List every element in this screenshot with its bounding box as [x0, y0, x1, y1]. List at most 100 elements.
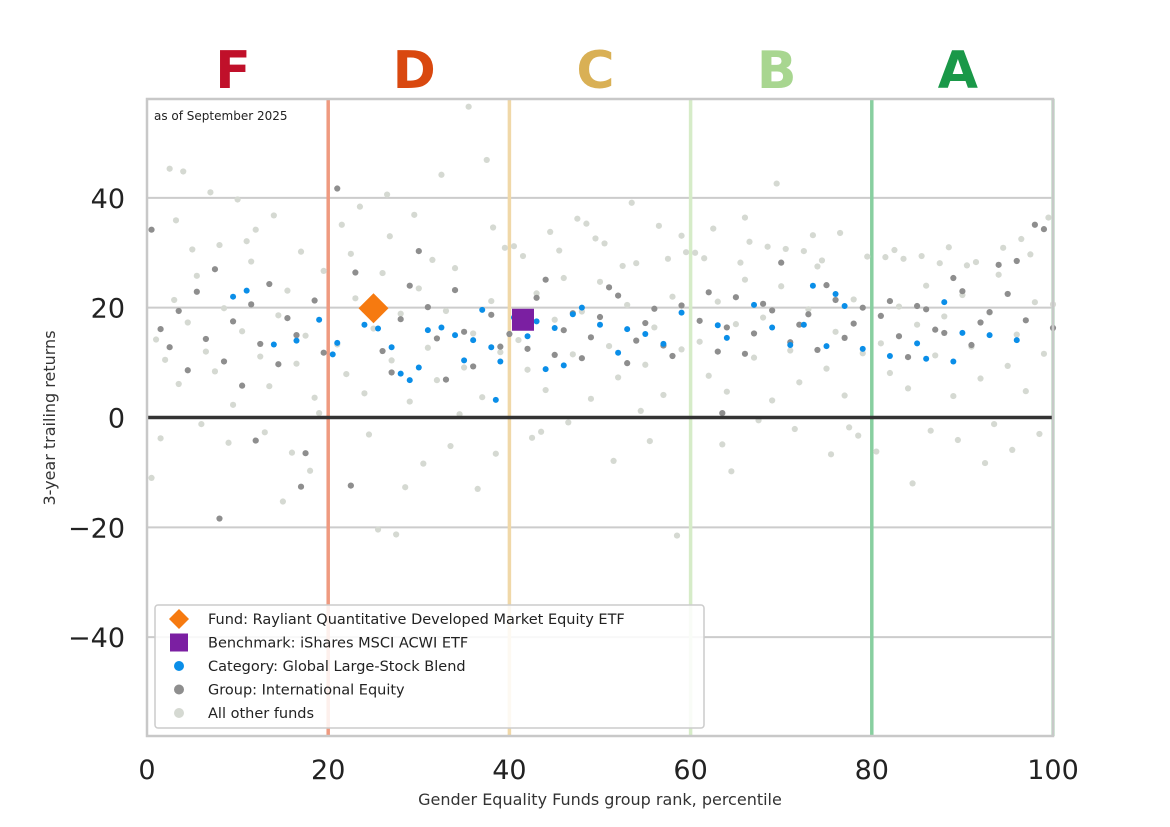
legend-label: Benchmark: iShares MSCI ACWI ETF: [208, 636, 468, 652]
data-point: [886, 297, 894, 305]
data-point: [352, 269, 359, 276]
data-point: [587, 334, 595, 341]
data-point: [995, 261, 1002, 268]
data-point: [365, 431, 373, 438]
data-point: [977, 319, 984, 326]
data-point: [660, 391, 667, 399]
data-point: [710, 225, 717, 232]
data-point: [714, 348, 721, 355]
data-point: [533, 294, 540, 301]
data-point: [429, 256, 436, 263]
data-point: [805, 306, 812, 313]
data-point: [900, 255, 907, 262]
data-point: [424, 344, 431, 351]
data-point: [977, 375, 984, 382]
data-point: [347, 250, 354, 257]
data-point: [624, 326, 631, 333]
data-point: [597, 321, 603, 328]
data-point: [420, 460, 427, 467]
data-point: [193, 272, 200, 279]
data-point: [705, 372, 712, 379]
y-axis-ticks: 40 20 0 −20 −40: [68, 184, 125, 654]
data-point: [225, 439, 232, 446]
data-point: [489, 224, 497, 231]
data-point: [800, 248, 807, 255]
data-point: [470, 363, 477, 370]
data-point: [248, 258, 255, 265]
data-point: [470, 337, 477, 344]
data-point: [184, 367, 191, 374]
data-point: [1040, 350, 1048, 357]
y-tick-label: −20: [68, 513, 125, 544]
data-point: [932, 352, 939, 359]
data-point: [266, 280, 273, 288]
data-point: [216, 515, 223, 522]
data-point: [424, 327, 431, 334]
data-point: [479, 306, 486, 313]
data-point: [297, 483, 305, 490]
data-point: [461, 357, 468, 364]
data-point: [152, 336, 160, 343]
data-point: [936, 260, 943, 267]
data-point: [615, 349, 622, 356]
data-point: [764, 243, 771, 250]
data-point: [284, 315, 291, 322]
data-point: [229, 318, 237, 325]
data-point: [719, 410, 726, 417]
data-point: [1031, 299, 1038, 306]
data-point: [374, 526, 382, 533]
x-tick-label: 0: [138, 755, 155, 786]
data-point: [202, 335, 209, 343]
data-points: [148, 103, 1057, 539]
data-point: [909, 480, 916, 487]
data-point: [438, 171, 445, 178]
y-axis-label: 3-year trailing returns: [40, 330, 59, 505]
data-point: [524, 345, 531, 352]
data-point: [574, 215, 581, 222]
data-point: [451, 287, 459, 294]
data-point: [515, 336, 522, 344]
data-point: [823, 365, 830, 372]
data-point: [796, 379, 803, 386]
data-point: [696, 338, 703, 345]
data-point: [157, 435, 164, 442]
data-point: [787, 347, 794, 354]
data-point: [660, 340, 667, 347]
data-point: [302, 332, 309, 339]
data-point: [560, 327, 567, 334]
data-point: [474, 485, 481, 492]
data-point: [972, 258, 980, 266]
data-point: [334, 185, 341, 192]
data-point: [773, 180, 780, 187]
data-point: [692, 249, 699, 256]
data-point: [832, 328, 839, 335]
data-point: [737, 259, 744, 266]
data-point: [252, 226, 259, 233]
data-point: [560, 362, 567, 369]
data-point: [524, 366, 531, 373]
data-point: [986, 332, 993, 339]
data-point: [248, 301, 255, 308]
data-point: [216, 241, 223, 249]
legend-label: Group: International Equity: [208, 683, 405, 699]
data-point: [1036, 430, 1043, 438]
data-point: [809, 282, 816, 289]
data-point: [1009, 446, 1016, 453]
data-point: [488, 344, 495, 351]
data-point: [954, 436, 961, 444]
data-point: [257, 353, 264, 360]
data-point: [1013, 257, 1020, 265]
data-point: [243, 287, 250, 294]
data-point: [1013, 337, 1020, 344]
data-point: [220, 305, 228, 312]
data-point: [914, 321, 921, 328]
data-point: [166, 344, 173, 351]
data-point: [361, 390, 368, 397]
data-point: [932, 326, 939, 333]
data-point: [388, 357, 395, 364]
data-point: [1004, 290, 1011, 298]
data-point: [778, 259, 785, 266]
data-point: [619, 262, 626, 270]
data-point: [1000, 244, 1007, 251]
data-point: [542, 366, 549, 373]
